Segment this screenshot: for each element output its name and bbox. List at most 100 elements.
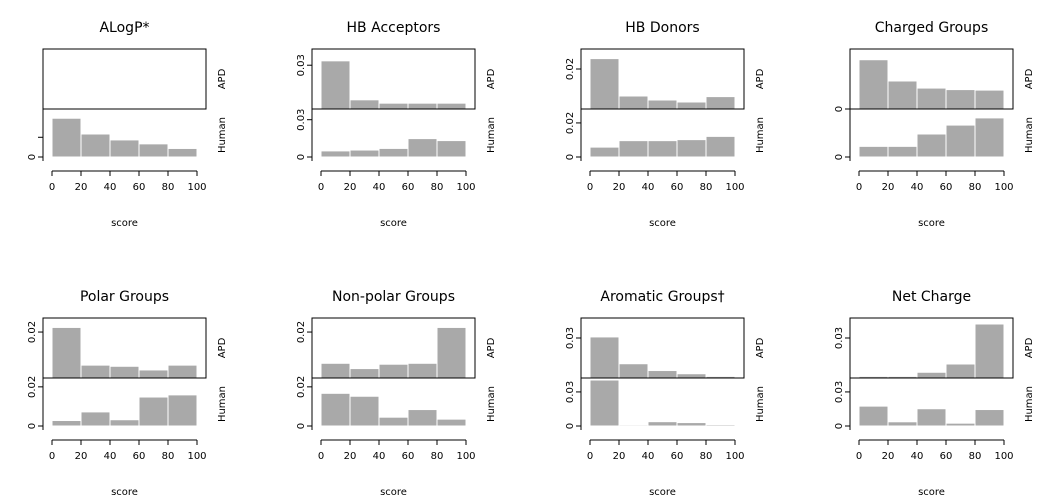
x-tick-label: 40 — [104, 182, 117, 193]
human-bar-2 — [618, 140, 649, 158]
apd-bar-1 — [858, 59, 889, 110]
x-tick-label: 20 — [613, 182, 626, 193]
chart-panel-7: Aromatic Groups† 0.03 0 0.03 APD Human 0 20 40 60… — [565, 289, 766, 498]
apd-bar-2 — [80, 364, 111, 379]
x-tick-label: 60 — [940, 451, 953, 462]
human-y-tick-label: 0 — [834, 423, 845, 429]
x-axis-label: score — [918, 218, 945, 229]
human-panel-label: Human — [1024, 386, 1035, 422]
chart-panel-6: Non-polar Groups 0.02 0 0.02 APD Human 0 20 40 60… — [296, 289, 497, 498]
apd-y-tick-label: 0.02 — [565, 58, 576, 80]
chart-panel-2: HB Acceptors 0.03 0 0.03 APD Human 0 20 40 60 80 10… — [296, 20, 497, 229]
human-bar-5 — [167, 394, 198, 427]
human-bar-5 — [705, 135, 736, 158]
human-y-tick-label: 0 — [27, 154, 38, 160]
apd-bar-2 — [887, 80, 918, 110]
human-y-tick-label: 0.02 — [565, 112, 576, 134]
apd-y-tick-label: 0.03 — [834, 327, 845, 349]
apd-bar-4 — [945, 89, 976, 110]
human-bar-4 — [676, 422, 707, 427]
apd-bar-5 — [974, 89, 1005, 110]
human-panel-label: Human — [755, 117, 766, 153]
human-bar-4 — [138, 396, 169, 427]
x-tick-label: 60 — [133, 451, 146, 462]
human-bar-3 — [916, 133, 947, 158]
apd-bar-3 — [109, 365, 140, 379]
chart-title: Polar Groups — [80, 289, 169, 305]
human-bar-3 — [647, 421, 678, 427]
human-bar-1 — [320, 150, 351, 158]
x-tick-label: 80 — [162, 451, 175, 462]
chart-title: Aromatic Groups† — [600, 289, 724, 305]
x-tick-label: 40 — [642, 451, 655, 462]
x-tick-label: 80 — [431, 182, 444, 193]
apd-bar-3 — [916, 371, 947, 379]
human-bar-4 — [138, 143, 169, 158]
apd-y-tick-label: 0.03 — [565, 327, 576, 349]
x-tick-label: 80 — [700, 451, 713, 462]
x-axis-label: score — [111, 487, 138, 498]
apd-panel-label: APD — [755, 68, 766, 89]
x-axis-label: score — [380, 218, 407, 229]
apd-bar-1 — [51, 326, 82, 379]
x-tick-label: 60 — [402, 451, 415, 462]
x-tick-label: 100 — [187, 182, 206, 193]
x-tick-label: 20 — [882, 451, 895, 462]
apd-y-tick-label: 0.02 — [296, 321, 307, 343]
human-y-tick-label: 0.03 — [296, 109, 307, 131]
human-y-tick-label: 0 — [296, 423, 307, 429]
human-bar-3 — [916, 408, 947, 427]
x-tick-label: 60 — [671, 451, 684, 462]
human-bar-1 — [858, 145, 889, 158]
x-tick-label: 40 — [104, 451, 117, 462]
apd-bar-1 — [320, 60, 351, 110]
apd-bar-5 — [974, 323, 1005, 379]
human-bar-1 — [589, 379, 620, 427]
human-bar-3 — [378, 416, 409, 427]
x-tick-label: 100 — [994, 182, 1013, 193]
x-tick-label: 0 — [856, 451, 862, 462]
apd-panel-frame — [42, 48, 207, 110]
apd-bar-3 — [378, 102, 409, 110]
apd-bar-2 — [618, 363, 649, 379]
human-bar-2 — [80, 133, 111, 158]
x-tick-label: 40 — [911, 451, 924, 462]
apd-bar-4 — [407, 102, 438, 110]
x-tick-label: 20 — [344, 182, 357, 193]
apd-panel-label: APD — [217, 337, 228, 358]
apd-bar-3 — [647, 99, 678, 110]
human-bar-2 — [349, 395, 380, 427]
chart-title: Charged Groups — [875, 20, 989, 36]
chart-panel-4: Charged Groups 0 0 APD Human 0 20 40 60 80 100 scor… — [834, 20, 1035, 229]
apd-panel-label: APD — [217, 68, 228, 89]
x-tick-label: 80 — [700, 182, 713, 193]
chart-title: HB Donors — [625, 20, 699, 36]
apd-panel-label: APD — [486, 337, 497, 358]
chart-title: HB Acceptors — [347, 20, 441, 36]
apd-bar-4 — [676, 101, 707, 110]
human-y-tick-label: 0.02 — [296, 376, 307, 398]
human-bar-4 — [407, 138, 438, 158]
human-y-tick-label: 0 — [296, 154, 307, 160]
x-tick-label: 20 — [75, 451, 88, 462]
human-bar-3 — [109, 419, 140, 427]
chart-panel-3: HB Donors 0.02 0 0.02 APD Human 0 20 40 60 80 100 sc… — [565, 20, 766, 229]
chart-panel-5: Polar Groups 0.02 0 0.02 APD Human 0 20 40 60 80 10… — [27, 289, 228, 498]
apd-bar-2 — [349, 368, 380, 379]
human-bar-5 — [974, 409, 1005, 427]
apd-bar-2 — [618, 95, 649, 110]
apd-panel-label: APD — [1024, 68, 1035, 89]
x-axis-label: score — [111, 218, 138, 229]
x-tick-label: 60 — [671, 182, 684, 193]
apd-bar-1 — [589, 58, 620, 110]
human-bar-2 — [887, 421, 918, 427]
x-tick-label: 80 — [431, 451, 444, 462]
apd-bar-5 — [705, 96, 736, 110]
x-tick-label: 100 — [456, 182, 475, 193]
human-bar-4 — [945, 422, 976, 427]
apd-bar-4 — [676, 373, 707, 379]
x-tick-label: 20 — [344, 451, 357, 462]
x-tick-label: 0 — [587, 451, 593, 462]
chart-panel-8: Net Charge 0.03 0 0.03 APD Human 0 20 40 60 80 100 s… — [834, 289, 1035, 498]
